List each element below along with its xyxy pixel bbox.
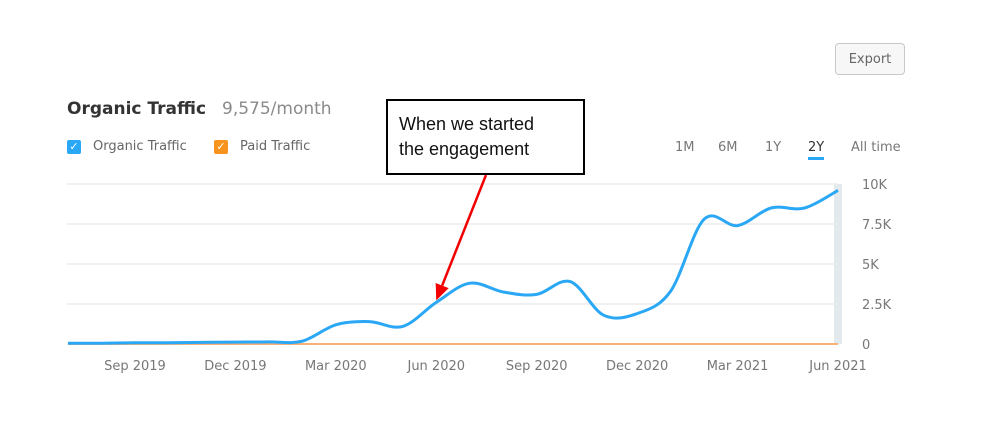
legend-paid[interactable]: ✓ Paid Traffic xyxy=(214,139,310,154)
y-tick-label: 2.5K xyxy=(862,298,892,313)
legend-label: Paid Traffic xyxy=(240,139,311,154)
annotation-arrow xyxy=(440,174,488,286)
range-6m[interactable]: 6M xyxy=(718,140,738,155)
x-tick-label: Jun 2021 xyxy=(808,359,867,374)
x-tick-label: Jun 2020 xyxy=(406,359,465,374)
y-tick-label: 10K xyxy=(862,178,888,193)
x-tick-label: Mar 2021 xyxy=(707,359,769,374)
range-all-time[interactable]: All time xyxy=(851,140,901,155)
y-tick-label: 5K xyxy=(862,258,879,273)
legend-label: Organic Traffic xyxy=(93,139,187,154)
checkbox-checked-icon[interactable]: ✓ xyxy=(67,139,81,154)
export-button[interactable]: Export xyxy=(835,43,905,75)
x-tick-label: Dec 2019 xyxy=(204,359,266,374)
arrowhead-icon xyxy=(435,282,449,301)
y-tick-label: 0 xyxy=(862,338,870,353)
range-1m[interactable]: 1M xyxy=(675,140,695,155)
annotation-box: When we started the engagement xyxy=(386,99,585,175)
x-tick-label: Mar 2020 xyxy=(305,359,367,374)
annotation-line: When we started xyxy=(399,114,535,134)
series-line-organic-traffic xyxy=(67,189,839,345)
legend-organic[interactable]: ✓ Organic Traffic xyxy=(67,139,187,154)
traffic-value: 9,575/month xyxy=(222,99,332,119)
x-tick-label: Dec 2020 xyxy=(606,359,668,374)
x-tick-label: Sep 2019 xyxy=(104,359,166,374)
annotation-line: the engagement xyxy=(399,139,530,159)
chart-title: Organic Traffic xyxy=(67,99,207,119)
range-1y[interactable]: 1Y xyxy=(765,140,782,155)
checkbox-checked-icon[interactable]: ✓ xyxy=(214,139,228,154)
x-tick-label: Sep 2020 xyxy=(506,359,568,374)
y-tick-label: 7.5K xyxy=(862,218,892,233)
range-2y[interactable]: 2Y xyxy=(808,140,825,160)
